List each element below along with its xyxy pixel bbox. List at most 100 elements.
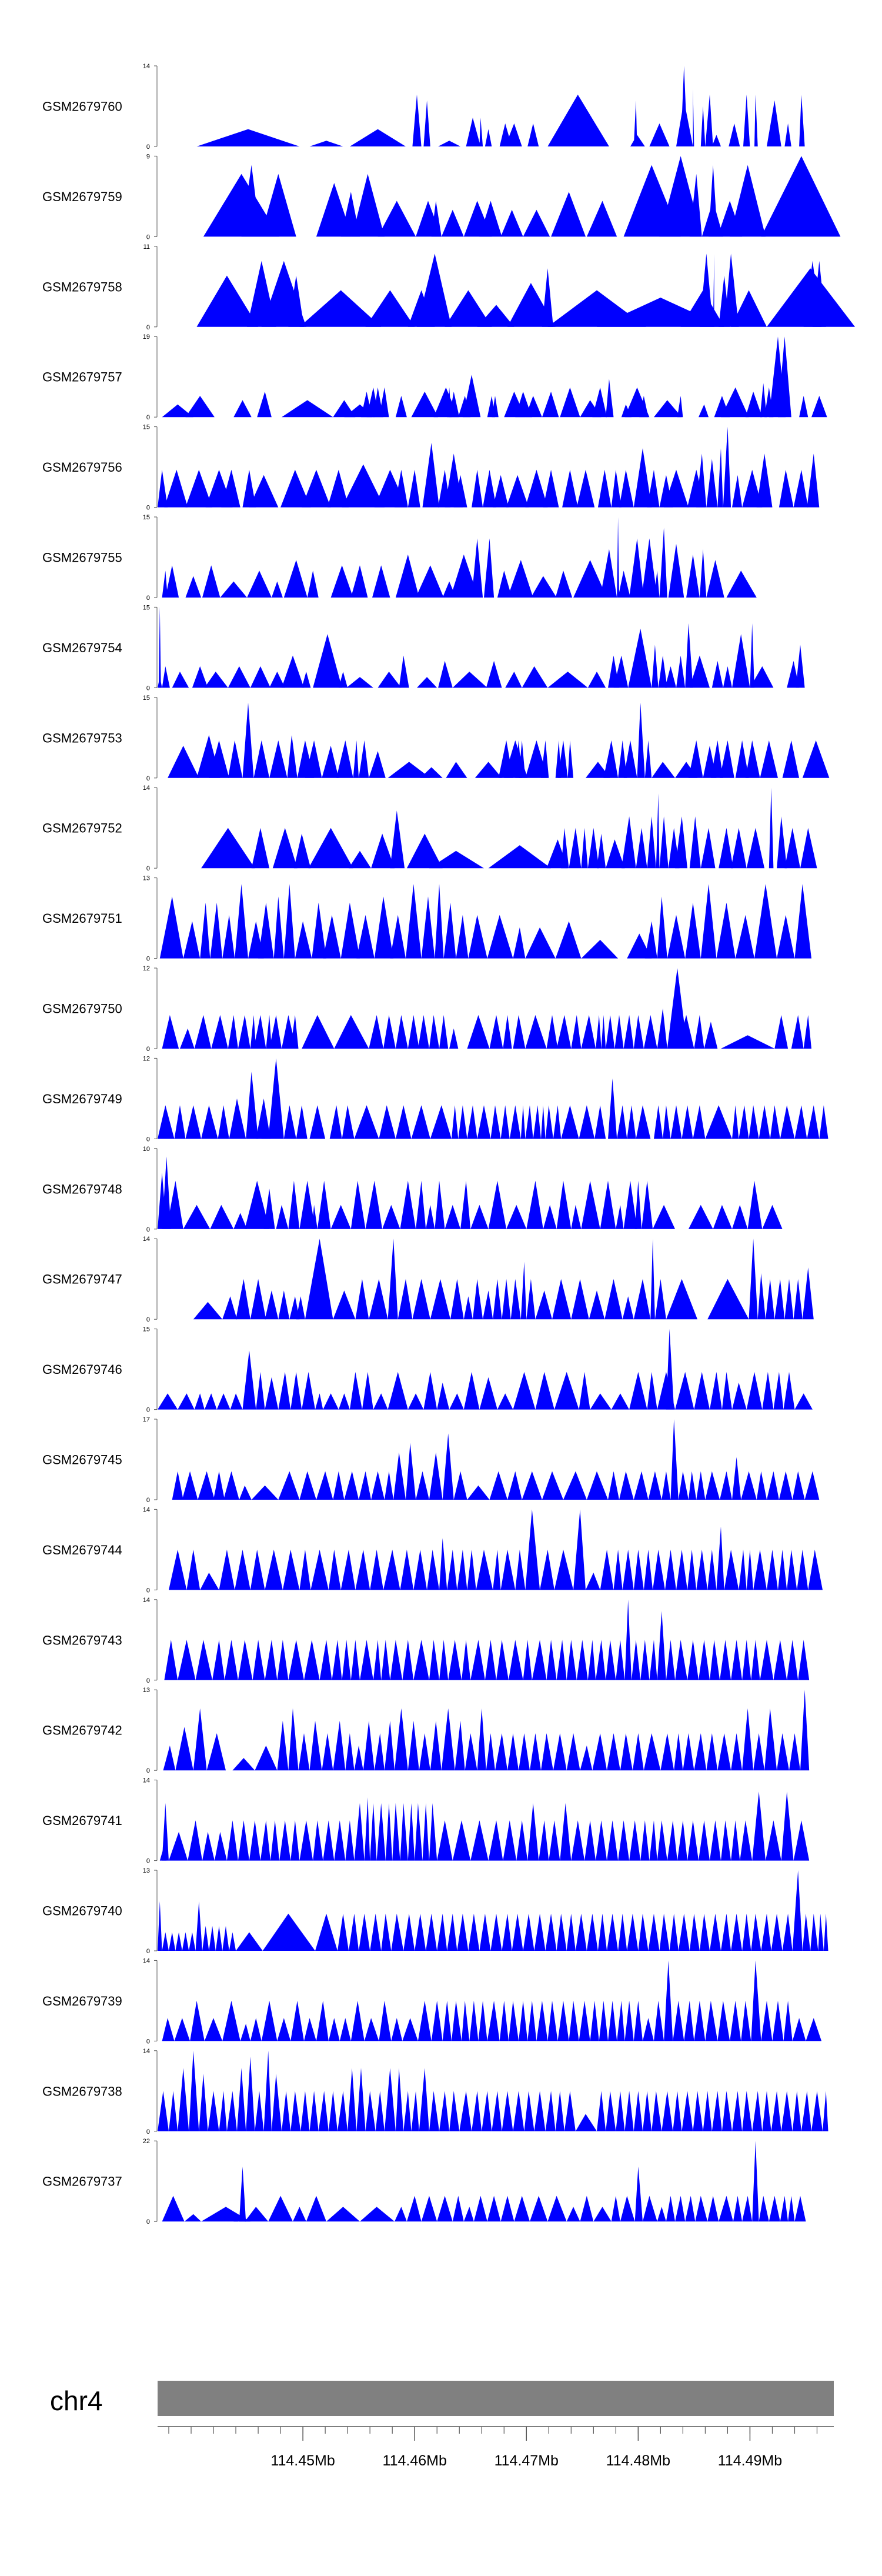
coverage-peak xyxy=(723,426,731,508)
coverage-peak xyxy=(437,1913,447,1951)
coverage-peak xyxy=(282,655,304,688)
coverage-peak xyxy=(545,1105,553,1139)
coverage-peak xyxy=(752,2091,763,2131)
coverage-peak xyxy=(666,2195,676,2222)
coverage-peak xyxy=(338,1393,350,1410)
coverage-peak xyxy=(322,1733,333,1771)
coverage-peak xyxy=(778,1549,787,1590)
coverage-peak xyxy=(733,2195,743,2222)
coverage-peak xyxy=(166,1180,183,1229)
coverage-peak xyxy=(575,2114,597,2131)
track-label: GSM2679737 xyxy=(42,2174,122,2189)
coverage-peak xyxy=(237,2068,246,2131)
coverage-peak xyxy=(246,1072,259,1139)
coverage-peak xyxy=(619,469,634,508)
coverage-peak xyxy=(277,2018,291,2041)
y-zero-label: 0 xyxy=(146,2038,150,2045)
coverage-peak xyxy=(705,2000,718,2041)
coverage-peak xyxy=(676,655,686,688)
y-max-label: 15 xyxy=(143,604,150,611)
coverage-peak xyxy=(365,290,415,327)
y-max-label: 12 xyxy=(143,965,150,972)
coverage-peak xyxy=(185,396,215,418)
coverage-peak xyxy=(527,2000,537,2041)
coverage-peak xyxy=(759,1105,770,1139)
coverage-peak xyxy=(446,762,467,778)
track-label: GSM2679759 xyxy=(42,189,122,204)
coverage-peak xyxy=(395,1015,408,1049)
coverage-peak xyxy=(379,2000,392,2041)
coverage-peak xyxy=(743,94,750,146)
coverage-peak xyxy=(302,469,331,508)
coverage-peak xyxy=(500,1105,510,1139)
coverage-peak xyxy=(539,1820,549,1861)
coverage-peak xyxy=(411,2091,419,2131)
coverage-peak xyxy=(250,1015,256,1049)
coverage-peak xyxy=(627,933,652,959)
coverage-peak xyxy=(315,1913,338,1951)
coverage-peak xyxy=(235,884,248,959)
coverage-peak xyxy=(780,1105,795,1139)
coverage-peak xyxy=(695,2195,708,2222)
coverage-peak xyxy=(823,2091,828,2131)
coverage-peak xyxy=(600,1180,616,1229)
coverage-peak xyxy=(483,1290,493,1320)
coverage-peak xyxy=(742,1913,751,1951)
coverage-peak xyxy=(395,469,408,508)
coverage-peak xyxy=(175,1727,193,1771)
coverage-peak xyxy=(689,655,710,688)
track-label: GSM2679741 xyxy=(42,1813,122,1828)
coverage-peak xyxy=(573,560,607,598)
coverage-peak xyxy=(497,1393,513,1410)
coverage-peak xyxy=(209,1926,216,1951)
coverage-peak xyxy=(391,1913,404,1951)
coverage-peak xyxy=(238,1820,249,1861)
coverage-peak xyxy=(222,915,235,959)
y-zero-label: 0 xyxy=(146,1677,150,1684)
coverage-peak xyxy=(458,1105,467,1139)
coverage-peak xyxy=(158,469,168,508)
coverage-peak xyxy=(407,1720,419,1771)
coverage-peak xyxy=(731,1640,743,1680)
coverage-peak xyxy=(288,1708,299,1771)
coverage-peak xyxy=(158,607,161,688)
coverage-peak xyxy=(300,2091,310,2131)
coverage-peak xyxy=(211,1015,228,1049)
coverage-peak xyxy=(527,1803,539,1861)
coverage-peak xyxy=(439,1015,449,1049)
genome-axis: 114.45Mb 114.46Mb 114.47Mb 114.48Mb 114.49Mb xyxy=(158,2426,834,2469)
coverage-peak xyxy=(338,2091,348,2131)
coverage-peak xyxy=(406,2195,422,2222)
coverage-peak xyxy=(560,387,580,418)
track-label: GSM2679752 xyxy=(42,821,122,836)
coverage-peak xyxy=(571,1820,585,1861)
coverage-peak xyxy=(212,1640,225,1680)
coverage-peak xyxy=(429,850,484,869)
coverage-peak xyxy=(158,2091,169,2131)
coverage-peak xyxy=(732,475,743,508)
coverage-peak xyxy=(751,1913,761,1951)
coverage-peak xyxy=(276,1204,289,1229)
coverage-peak xyxy=(195,1640,213,1680)
coverage-peak xyxy=(640,1640,650,1680)
track-label: GSM2679738 xyxy=(42,2084,122,2098)
coverage-peak xyxy=(489,1015,503,1049)
coverage-peak xyxy=(290,2000,304,2041)
coverage-peak xyxy=(749,1105,759,1139)
coverage-peak xyxy=(784,1279,794,1320)
coverage-peak xyxy=(740,1820,753,1861)
coverage-peak xyxy=(169,2091,178,2131)
coverage-peak xyxy=(262,1913,315,1951)
coverage-peak xyxy=(487,2000,500,2041)
coverage-peak xyxy=(379,387,389,418)
coverage-peak xyxy=(792,2018,806,2041)
coverage-peak xyxy=(784,123,791,146)
coverage-peak xyxy=(395,1105,412,1139)
coverage-peak xyxy=(533,1105,541,1139)
coverage-peak xyxy=(732,1457,741,1500)
coverage-peak xyxy=(800,1690,810,1771)
coverage-peak xyxy=(238,1640,253,1680)
coverage-peak xyxy=(369,1279,388,1320)
coverage-peak xyxy=(377,672,402,688)
